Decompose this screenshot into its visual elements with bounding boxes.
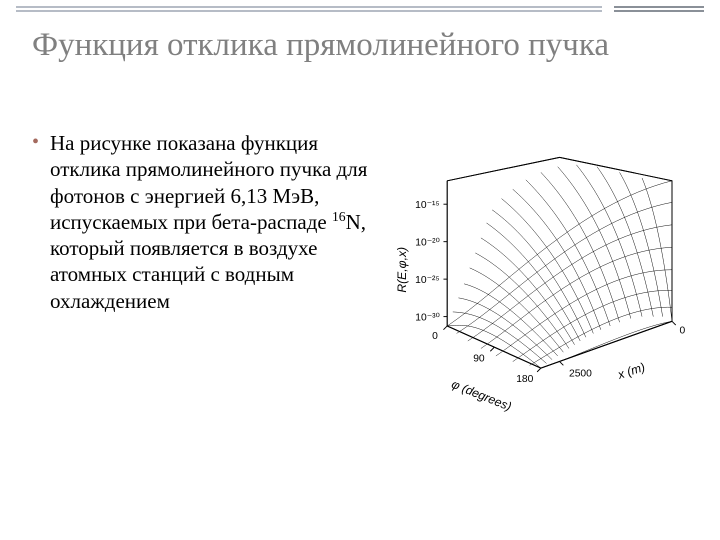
z-axis-ticks: 10⁻¹⁵ 10⁻²⁰ 10⁻²⁵ 10⁻³⁰ xyxy=(415,200,447,323)
z-axis-label: R(E,φ,x) xyxy=(395,247,409,293)
x-tick-0: 0 xyxy=(679,325,685,336)
bullet-item: На рисунке показана функция отклика прям… xyxy=(28,130,373,314)
body-text-column: На рисунке показана функция отклика прям… xyxy=(28,130,391,520)
rule-short xyxy=(614,6,704,12)
x-axis-label: x (m) xyxy=(615,360,647,382)
z-tick-2: 10⁻²⁵ xyxy=(415,275,440,286)
bullet-text-before: На рисунке показана функция отклика прям… xyxy=(50,131,367,234)
phi-axis-label: φ (degrees) xyxy=(449,377,513,414)
z-tick-1: 10⁻²⁰ xyxy=(415,237,439,248)
phi-tick-1: 90 xyxy=(473,354,485,365)
slide-title: Функция отклика прямолинейного пучка xyxy=(32,26,688,65)
slide-body: На рисунке показана функция отклика прям… xyxy=(28,130,700,520)
z-tick-3: 10⁻³⁰ xyxy=(415,312,439,323)
isotope-superscript: 16 xyxy=(332,209,346,224)
rule-gap xyxy=(602,6,614,12)
decorative-top-rule xyxy=(16,6,704,12)
phi-tick-0: 0 xyxy=(432,331,438,342)
bullet-list: На рисунке показана функция отклика прям… xyxy=(28,130,373,314)
figure-column: 10⁻¹⁵ 10⁻²⁰ 10⁻²⁵ 10⁻³⁰ R(E,φ,x) xyxy=(391,130,700,520)
rule-long xyxy=(16,6,602,12)
z-tick-0: 10⁻¹⁵ xyxy=(415,200,440,211)
surface-chart: 10⁻¹⁵ 10⁻²⁰ 10⁻²⁵ 10⁻³⁰ R(E,φ,x) xyxy=(391,148,700,420)
x-tick-1: 2500 xyxy=(569,369,592,380)
phi-tick-2: 180 xyxy=(516,374,533,385)
